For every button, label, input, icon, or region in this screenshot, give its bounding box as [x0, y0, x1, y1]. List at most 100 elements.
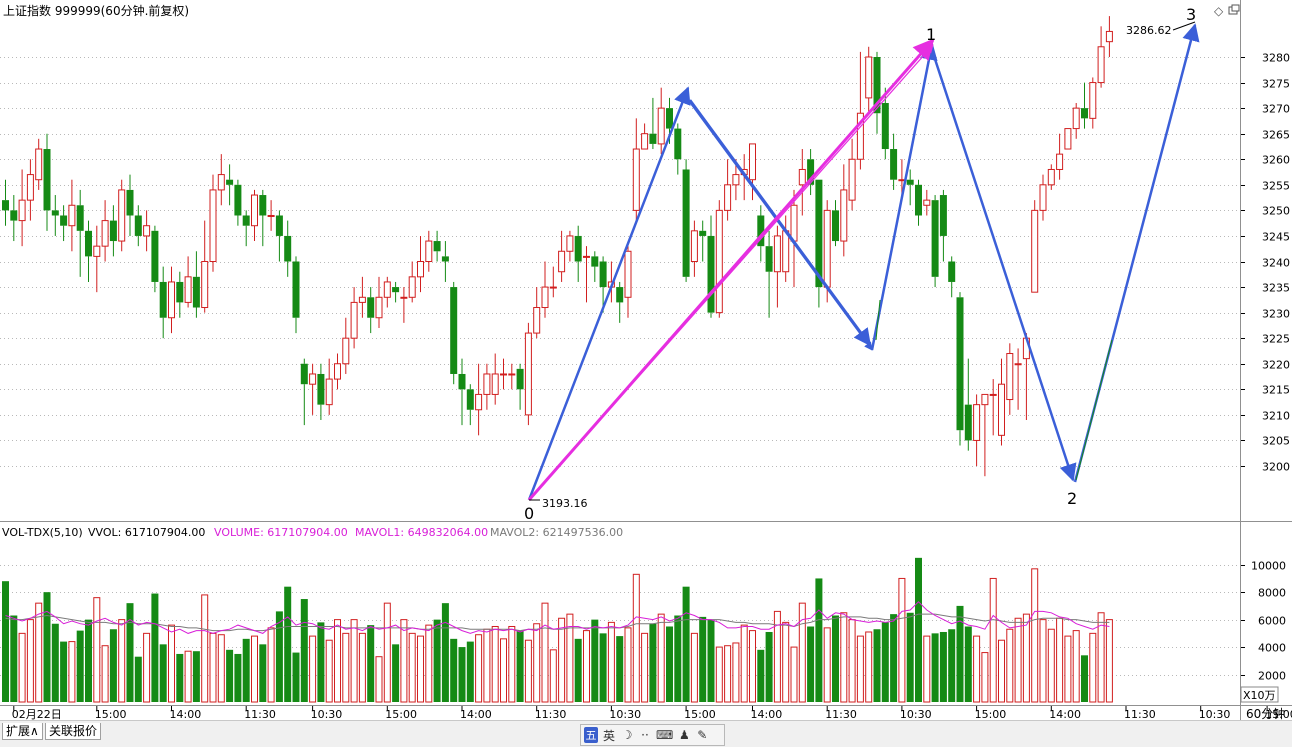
- candle: [765, 230, 773, 318]
- volume-bar: [823, 627, 831, 703]
- time-tick-label: 15:00: [684, 708, 716, 721]
- candle: [60, 205, 68, 242]
- volume-bar: [1031, 568, 1039, 703]
- candle: [616, 281, 624, 323]
- candle: [76, 189, 84, 277]
- candle: [981, 393, 989, 477]
- wave-point-label: 1: [926, 25, 936, 44]
- moon-icon[interactable]: ☽: [621, 728, 633, 742]
- candle: [1105, 16, 1113, 57]
- volume-bar: [367, 625, 375, 702]
- candle: [143, 210, 151, 252]
- volume-bar: [43, 592, 51, 702]
- candle: [632, 118, 640, 221]
- wrench-icon[interactable]: ✎: [697, 728, 708, 742]
- volume-bar: [300, 599, 308, 702]
- volume-bar: [168, 624, 175, 703]
- candle: [350, 287, 358, 349]
- time-tick-label: 11:30: [244, 708, 276, 721]
- volume-unit: X10万: [1243, 689, 1276, 702]
- volume-bar: [441, 603, 449, 702]
- volume-bar: [408, 632, 416, 703]
- low-price-label: 3193.16: [542, 497, 588, 510]
- volume-bar: [807, 626, 815, 702]
- tab-extend[interactable]: 扩展∧: [2, 723, 43, 740]
- candle: [923, 189, 931, 216]
- volume-bar: [632, 573, 640, 703]
- volume-bar: [466, 641, 474, 702]
- chart-title: 上证指数 999999(60分钟.前复权): [3, 3, 189, 18]
- candle: [1097, 26, 1105, 88]
- volume-bar: [1081, 655, 1088, 702]
- volume-bar: [508, 625, 516, 703]
- candlesticks: [2, 16, 1113, 477]
- candle: [856, 51, 864, 170]
- candle: [516, 363, 524, 410]
- volume-bar: [773, 610, 781, 703]
- candle: [1072, 103, 1080, 139]
- volume-bar: [93, 597, 101, 703]
- candle: [168, 266, 175, 334]
- volume-bars: [2, 557, 1113, 703]
- candle: [226, 164, 234, 206]
- price-tick-label: 3215: [1262, 384, 1290, 397]
- diamond-icon[interactable]: ◇: [1214, 4, 1224, 18]
- volume-bar: [159, 644, 167, 702]
- time-tick-label: 15:00: [95, 708, 127, 721]
- ime-logo-icon[interactable]: 五: [584, 727, 598, 743]
- vol-header: VOL-TDX(5,10): [2, 526, 83, 539]
- volume-bar: [541, 602, 549, 703]
- candle: [566, 230, 574, 262]
- volume-bar: [209, 632, 217, 703]
- volume-bar: [782, 621, 790, 703]
- volume-bar: [641, 632, 649, 703]
- price-axis: 3200 3205 3210 3215 3220 3225 3230 3235 3240 3245…: [1240, 52, 1290, 474]
- volume-bar: [2, 581, 9, 702]
- volume-bar: [715, 646, 723, 703]
- candle: [956, 292, 964, 446]
- candle: [931, 195, 939, 288]
- volume-bar: [583, 630, 590, 703]
- tab-related-quotes[interactable]: 关联报价: [45, 723, 102, 740]
- volume-bar: [931, 633, 939, 702]
- candle: [51, 195, 59, 236]
- time-tick-label: 10:30: [609, 708, 641, 721]
- candle: [300, 358, 308, 426]
- restore-window-icon[interactable]: [1228, 4, 1240, 15]
- volume-bar: [309, 635, 317, 703]
- wave-line: [688, 99, 872, 347]
- candle: [624, 246, 632, 318]
- period-label[interactable]: 60分钟: [1246, 706, 1285, 721]
- candle: [715, 200, 723, 318]
- candle: [964, 358, 972, 451]
- mavol2-label: MAVOL2: 621497536.00: [490, 526, 623, 539]
- volume-bar: [234, 653, 242, 702]
- candle: [815, 179, 823, 308]
- candle: [1039, 174, 1047, 221]
- candle: [1064, 128, 1072, 150]
- volume-bar: [558, 617, 566, 703]
- candle: [118, 179, 126, 252]
- candle: [43, 133, 51, 231]
- wave-point-label: 2: [1067, 489, 1077, 508]
- candle: [18, 169, 26, 247]
- user-icon[interactable]: ♟: [678, 728, 690, 742]
- volume-bar: [450, 638, 458, 702]
- keyboard-icon[interactable]: ⌨: [656, 728, 674, 742]
- candle: [400, 287, 408, 323]
- volume-bar: [458, 647, 466, 702]
- volume-bar: [832, 615, 839, 702]
- candle: [973, 394, 981, 466]
- volume-bar: [998, 639, 1005, 703]
- ime-mode-toggle[interactable]: 英: [602, 728, 615, 743]
- time-tick-label: 14:00: [170, 708, 202, 721]
- candle: [865, 46, 873, 114]
- mavol1-line: [5, 601, 1110, 634]
- volume-bar: [60, 641, 68, 702]
- candle: [989, 379, 997, 436]
- volume-bar: [989, 577, 997, 703]
- volume-bar: [491, 625, 499, 703]
- punctuation-icon[interactable]: ··: [641, 728, 649, 742]
- volume-bar: [334, 619, 341, 703]
